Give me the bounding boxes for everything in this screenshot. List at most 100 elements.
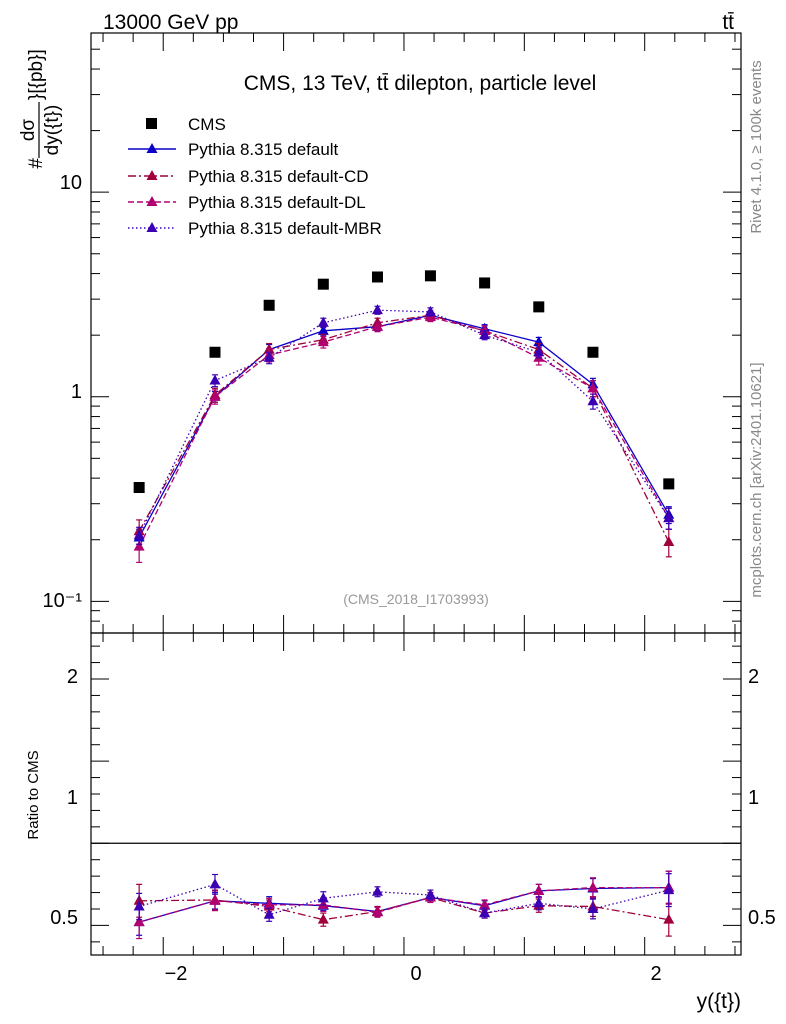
ratio-frame [90,632,742,956]
main-cms-point [424,270,436,282]
ratio-ytick-label-1-left: 1 [67,787,78,809]
main-mbr-point [479,329,491,340]
ratio-mbr-point [133,900,145,911]
main-cms-point [533,301,545,313]
rivet-label: Rivet 4.1.0, ≥ 100k events [748,60,765,233]
ratio-dl-line [138,886,669,923]
ylabel-numerator: dσ [18,119,39,142]
ratio-dl-point [263,898,275,909]
ratio-mbr-line [138,883,669,916]
main-panel: CMS, 13 TeV, tt̄ dilepton, particle leve… [18,32,742,634]
main-cms-point [263,299,275,311]
main-cms-point [317,278,329,290]
ratio-mbr-point [533,897,545,908]
mcplots-label: mcplots.cern.ch [arXiv:2401.10621] [748,362,765,597]
main-mbr-point [133,529,145,540]
main-ytick-label-1: 1 [71,381,82,403]
main-default-point [317,324,329,335]
legend-marker-cms [146,118,157,129]
main-cd-point [663,535,675,546]
ratio-ytick-label-2-left: 2 [67,666,78,688]
main-ticks [91,32,741,634]
xtick-label-minus2: −2 [165,963,188,985]
ratio-ytick-label-2-right: 2 [748,666,759,688]
ratio-mbr-point [663,884,675,895]
ylabel-denominator: dy({t}) [42,105,63,156]
main-cms-point [371,271,383,283]
xaxis-label: y({t}) [697,990,741,1013]
main-cms-point [133,482,145,494]
main-dl-point [587,382,599,393]
ratio-mbr-point [479,907,491,918]
main-dl-point [209,390,221,401]
process-label: tt̄ [722,11,734,34]
legend-label-default: Pythia 8.315 default [188,140,339,159]
ratio-dl-point [209,894,221,905]
ratio-ylabel: Ratio to CMS [25,750,42,839]
ratio-dl-point [133,916,145,927]
main-title: CMS, 13 TeV, tt̄ dilepton, particle leve… [244,72,597,95]
ratio-mbr-point [317,892,329,903]
main-mbr-point [317,316,329,327]
legend-entry-cms: CMS [146,115,226,134]
main-dl-point [133,540,145,551]
ratio-dl-point [533,884,545,895]
legend-entry-default: Pythia 8.315 default [128,140,339,159]
main-mbr-point [371,304,383,315]
ratio-mbr-point [263,908,275,919]
main-cms-point [663,478,675,490]
ratio-series-layer [133,870,675,940]
main-dl-line [138,316,670,547]
ratio-dl-point [371,906,383,917]
main-dl-point [371,320,383,331]
main-mbr-point [587,395,599,406]
main-ytick-label-10: 10 [60,172,82,194]
main-mbr-point [533,346,545,357]
main-cms-point [209,346,221,358]
main-mbr-point [663,512,675,523]
ratio-ytick-label-0.5-right: 0.5 [748,907,776,929]
ratio-cd-point [663,913,675,924]
legend-label-cd: Pythia 8.315 default-CD [188,167,369,186]
main-ytick-label-0.1: 10⁻¹ [43,590,83,612]
legend-marker-mbr [146,222,158,232]
legend-entry-mbr: Pythia 8.315 default-MBR [128,219,382,238]
analysis-watermark: (CMS_2018_I1703993) [343,591,489,607]
ratio-mbr-point [424,889,436,900]
legend-marker-dl [146,196,158,206]
ratio-dl-point [587,881,599,892]
ratio-mbr-point [587,903,599,913]
main-mbr-point [424,305,436,316]
main-default-line [138,314,670,538]
energy-label: 13000 GeV pp [103,11,238,34]
ratio-mbr-point [209,878,221,889]
legend-label-cms: CMS [188,115,226,134]
legend: CMS Pythia 8.315 default Pythia 8.315 de… [128,115,382,238]
legend-marker-default [146,143,158,153]
main-ylabel: # dσ dy({t}) }[{pb}] [18,49,63,168]
ratio-cd-point [317,913,329,924]
main-cms-point [479,277,491,289]
ratio-ytick-label-1-right: 1 [748,787,759,809]
main-dl-point [317,336,329,347]
ratio-ytick-label-0.5-left: 0.5 [50,907,78,929]
legend-label-mbr: Pythia 8.315 default-MBR [188,219,382,238]
xtick-label-2: 2 [650,963,661,985]
main-mbr-point [209,374,221,385]
ylabel-prefix: # [26,158,47,169]
xtick-label-0: 0 [410,963,421,985]
main-cms-point [587,346,599,358]
ratio-ticks [91,633,741,955]
ratio-mbr-point [371,885,383,896]
ylabel-suffix: }[{pb}] [26,49,47,100]
ratio-panel: Ratio to CMS 0.5 1 2 0.5 1 2 −2 0 2 y({t… [25,632,776,1013]
legend-entry-dl: Pythia 8.315 default-DL [128,193,366,212]
legend-entry-cd: Pythia 8.315 default-CD [128,167,369,186]
main-series-layer [133,270,675,563]
legend-label-dl: Pythia 8.315 default-DL [188,193,366,212]
main-mbr-point [263,351,275,362]
ratio-dl-point [479,898,491,909]
main-mbr-line [138,309,670,536]
legend-marker-cd [146,170,158,180]
